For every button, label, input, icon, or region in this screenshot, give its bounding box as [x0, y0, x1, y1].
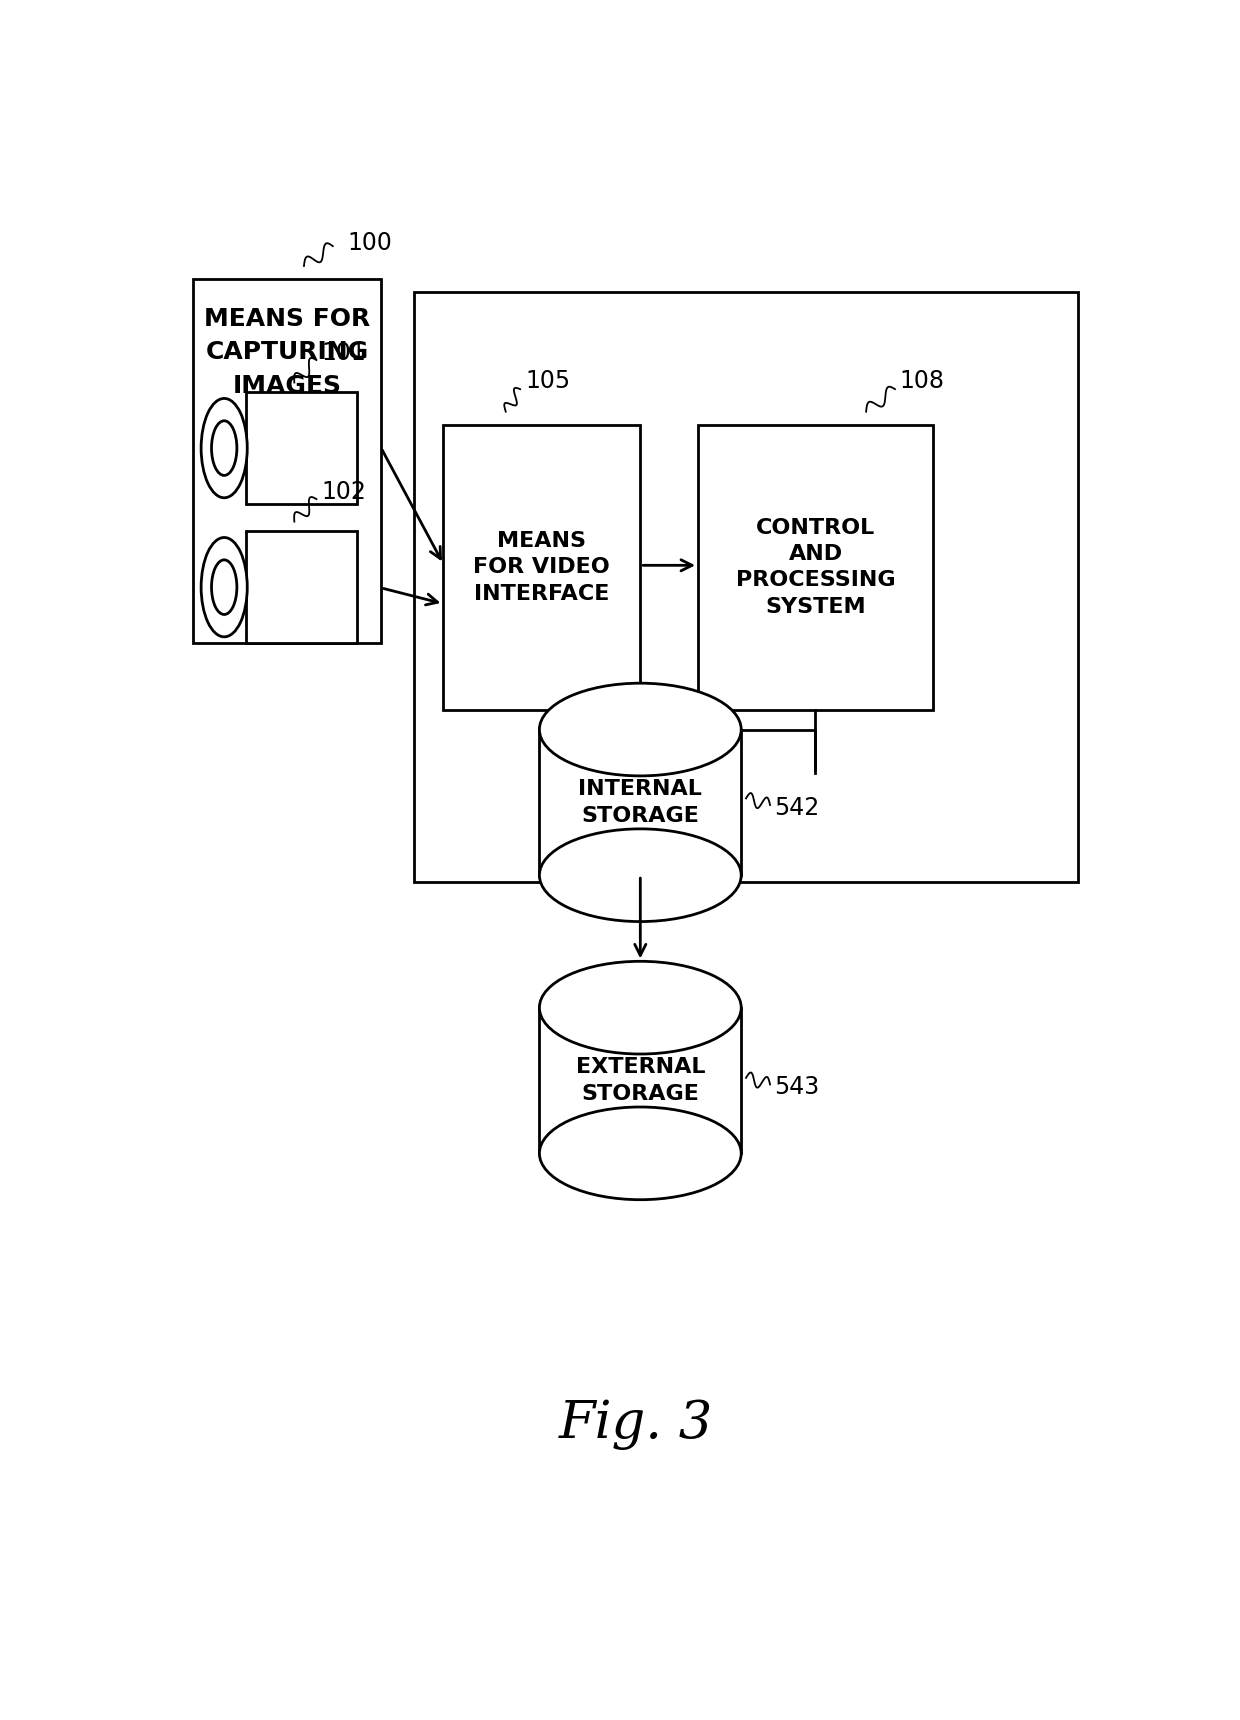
- Text: 542: 542: [774, 796, 820, 820]
- Ellipse shape: [539, 683, 742, 776]
- Text: MEANS
FOR VIDEO
INTERFACE: MEANS FOR VIDEO INTERFACE: [474, 531, 610, 604]
- Text: 101: 101: [321, 341, 366, 365]
- Ellipse shape: [539, 961, 742, 1054]
- Bar: [444, 425, 640, 710]
- Ellipse shape: [212, 421, 237, 475]
- Text: INTERNAL
STORAGE: INTERNAL STORAGE: [578, 779, 702, 826]
- Ellipse shape: [539, 1108, 742, 1201]
- Text: MEANS FOR
CAPTURING
IMAGES: MEANS FOR CAPTURING IMAGES: [205, 306, 371, 397]
- Text: Fig. 3: Fig. 3: [558, 1400, 713, 1450]
- Text: 102: 102: [321, 480, 366, 504]
- Bar: [698, 425, 934, 710]
- Text: 100: 100: [347, 232, 392, 256]
- Bar: [247, 531, 357, 643]
- Ellipse shape: [201, 399, 247, 497]
- Bar: [247, 392, 357, 504]
- Text: 105: 105: [525, 370, 570, 394]
- Ellipse shape: [212, 559, 237, 614]
- Bar: [193, 279, 381, 643]
- Ellipse shape: [201, 538, 247, 636]
- Text: CONTROL
AND
PROCESSING
SYSTEM: CONTROL AND PROCESSING SYSTEM: [735, 518, 895, 617]
- Text: 108: 108: [900, 370, 945, 394]
- Bar: [414, 292, 1078, 882]
- Ellipse shape: [539, 829, 742, 922]
- Text: EXTERNAL
STORAGE: EXTERNAL STORAGE: [575, 1058, 706, 1104]
- Text: 543: 543: [774, 1075, 820, 1099]
